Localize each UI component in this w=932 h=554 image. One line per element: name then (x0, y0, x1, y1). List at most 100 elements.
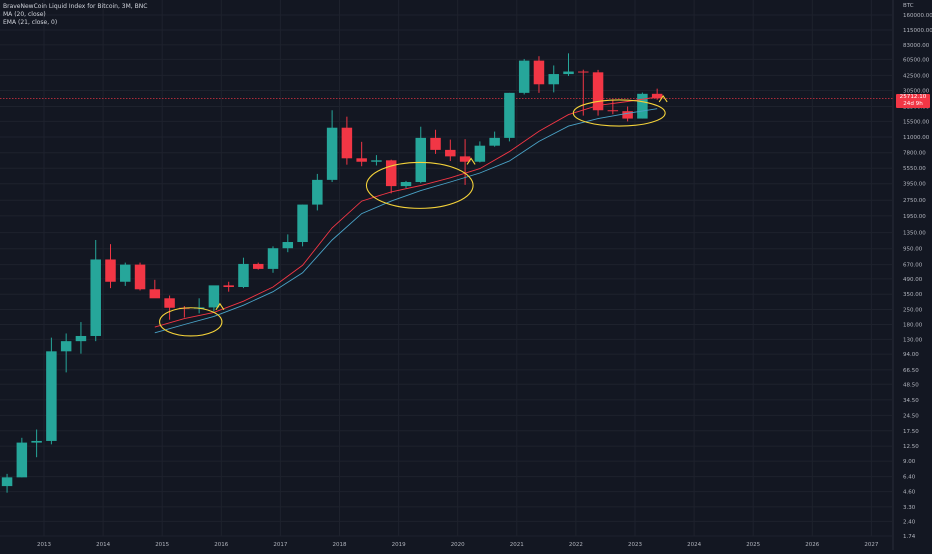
candle-body (385, 160, 397, 187)
y-tick-label: 350.00 (903, 292, 923, 298)
ma-indicator-label[interactable]: MA (20, close) (3, 11, 46, 18)
y-tick-label: 83000.00 (903, 43, 930, 49)
y-tick-label: 5550.00 (903, 166, 926, 172)
candle (46, 337, 57, 445)
candle (385, 159, 397, 194)
y-tick-label: 6.40 (903, 475, 916, 481)
candle-body (415, 137, 427, 183)
candle-body (238, 263, 249, 287)
x-tick-label: 2013 (37, 542, 51, 548)
candle-body (341, 127, 353, 159)
x-tick-label: 2026 (805, 542, 819, 548)
candle (120, 262, 131, 286)
x-tick-label: 2017 (273, 542, 287, 548)
candle-body (90, 259, 101, 336)
candle (637, 92, 648, 119)
candle-body (149, 289, 161, 299)
candle-body (312, 179, 323, 205)
candle-body (31, 440, 42, 443)
candle (548, 65, 559, 93)
candle (563, 53, 574, 76)
candle-body (548, 74, 559, 85)
ma-20-line (154, 96, 658, 328)
candle-body (651, 93, 663, 99)
y-tick-label: 4.60 (903, 490, 916, 496)
x-tick-label: 2024 (687, 542, 701, 548)
x-tick-label: 2019 (392, 542, 406, 548)
candle-body (252, 263, 264, 269)
y-tick-label: 1350.00 (903, 231, 926, 237)
candle (518, 58, 530, 95)
x-tick-label: 2021 (510, 542, 524, 548)
highlight-ellipse (365, 161, 474, 209)
candle-body (563, 71, 574, 75)
candle (164, 295, 175, 320)
candle-body (592, 72, 604, 111)
x-tick-label: 2018 (333, 542, 347, 548)
symbol-title[interactable]: BraveNewCoin Liquid Index for Bitcoin, 3… (3, 3, 148, 10)
last-price-value: 25712.10 (899, 94, 927, 101)
y-tick-label: 2750.00 (903, 198, 926, 204)
candle (238, 257, 249, 289)
y-tick-label: 42500.00 (903, 73, 930, 79)
candle (622, 106, 633, 122)
candle (282, 234, 294, 253)
candle-body (75, 335, 87, 342)
y-tick-label: 250.00 (903, 308, 923, 314)
candle (578, 69, 589, 116)
y-tick-label: 115000.00 (903, 28, 932, 34)
candle-body (267, 248, 279, 269)
candle (16, 437, 28, 478)
candle (297, 204, 308, 247)
candle (252, 262, 264, 270)
candle-body (474, 145, 486, 162)
ema-21-line (154, 108, 658, 334)
candle (533, 56, 545, 93)
candle-body (622, 111, 633, 119)
y-tick-label: 17.50 (903, 429, 919, 435)
x-tick-label: 2025 (746, 542, 760, 548)
last-price-tag: 25712.10 24d 9h (896, 94, 930, 109)
candle (267, 246, 279, 273)
candle-body (120, 264, 131, 282)
y-tick-label: 7800.00 (903, 151, 926, 157)
candle-body (16, 442, 28, 478)
candle (592, 69, 604, 116)
candle (445, 139, 456, 162)
candle-body (208, 285, 220, 308)
candle (415, 126, 427, 184)
candle-body (504, 92, 515, 138)
candle (90, 239, 101, 342)
candle-body (164, 298, 175, 308)
candle-body (578, 71, 589, 73)
candle-body (518, 60, 530, 93)
candle (193, 298, 205, 314)
candle (504, 92, 515, 142)
candle-body (282, 242, 294, 249)
ema-indicator-label[interactable]: EMA (21, close, 0) (3, 19, 58, 26)
candle (430, 129, 441, 154)
y-tick-label: 60500.00 (903, 57, 930, 63)
candle-body (459, 156, 471, 162)
highlight-ellipse (159, 307, 223, 337)
candle-body (607, 110, 619, 112)
y-tick-label: 3.30 (903, 505, 916, 511)
candle (223, 281, 234, 292)
bar-countdown: 24d 9h (903, 101, 923, 108)
candle (1, 473, 13, 493)
candle (105, 244, 116, 289)
x-tick-label: 2016 (214, 542, 228, 548)
y-tick-label: 30500.00 (903, 89, 930, 95)
x-tick-label: 2023 (628, 542, 642, 548)
candle-body (445, 149, 456, 157)
highlight-arrow (215, 302, 225, 311)
x-tick-label: 2027 (864, 542, 878, 548)
candle-body (46, 351, 57, 441)
candle-body (1, 477, 13, 487)
candle-body (371, 160, 382, 162)
x-tick-label: 2022 (569, 542, 583, 548)
highlight-ellipse (572, 99, 666, 127)
candle-body (297, 204, 308, 243)
